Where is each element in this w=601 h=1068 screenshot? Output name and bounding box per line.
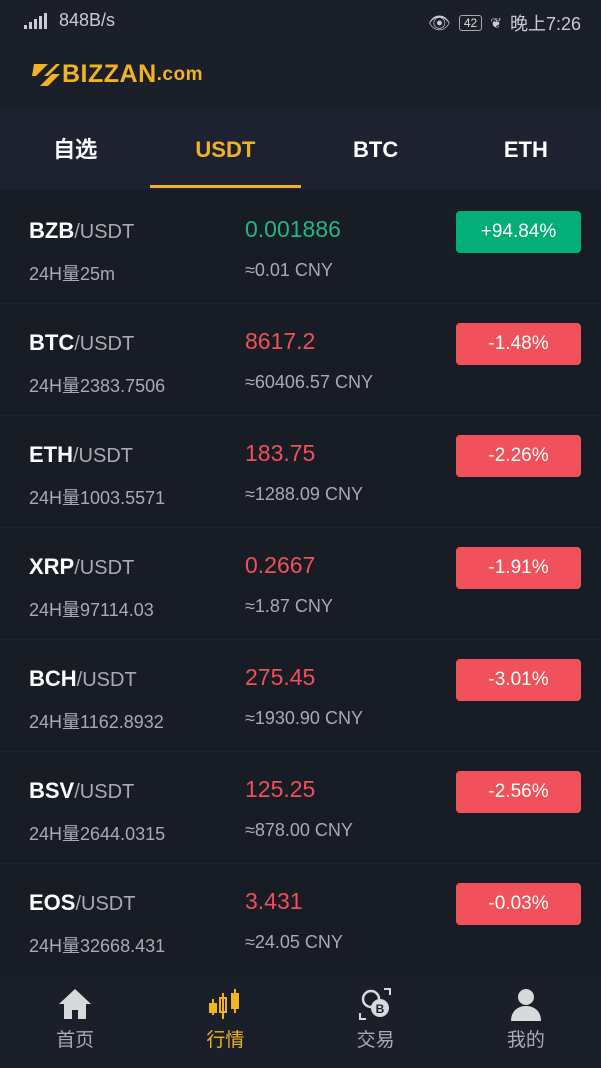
market-list: BZB/USDT 24H量25m 0.001886 ≈0.01 CNY +94.… bbox=[0, 192, 601, 976]
market-row[interactable]: ETH/USDT 24H量1003.5571 183.75 ≈1288.09 C… bbox=[0, 416, 601, 528]
user-icon bbox=[451, 987, 601, 1021]
nav-label: 首页 bbox=[56, 1030, 95, 1051]
pair-name: BTC/USDT bbox=[29, 330, 134, 356]
pair-name: BCH/USDT bbox=[29, 666, 137, 692]
tab-usdt[interactable]: USDT bbox=[150, 110, 301, 190]
tab-btc[interactable]: BTC bbox=[353, 137, 399, 162]
market-row[interactable]: BTC/USDT 24H量2383.7506 8617.2 ≈60406.57 … bbox=[0, 304, 601, 416]
change-badge: -3.01% bbox=[456, 659, 581, 701]
app-header: BIZZAN .com bbox=[0, 44, 601, 110]
market-row[interactable]: XRP/USDT 24H量97114.03 0.2667 ≈1.87 CNY -… bbox=[0, 528, 601, 640]
nav-label: 我的 bbox=[506, 1030, 545, 1051]
status-bar: 848B/s 👁 42 ❦ 晚上7:26 bbox=[0, 0, 601, 44]
volume-24h: 24H量32668.431 bbox=[29, 936, 166, 956]
volume-24h: 24H量97114.03 bbox=[29, 600, 154, 620]
market-tabs: 自选 USDT BTC ETH bbox=[0, 110, 601, 190]
exchange-icon: B bbox=[301, 987, 451, 1021]
quote-symbol: /USDT bbox=[74, 221, 135, 243]
nav-item-1[interactable]: 行情 bbox=[150, 975, 300, 1068]
market-row[interactable]: BCH/USDT 24H量1162.8932 275.45 ≈1930.90 C… bbox=[0, 640, 601, 752]
cny-price: ≈878.00 CNY bbox=[245, 820, 353, 840]
nav-label: 行情 bbox=[206, 1030, 245, 1051]
base-symbol: BCH bbox=[29, 666, 77, 691]
logo: BIZZAN .com bbox=[32, 60, 203, 89]
pair-name: EOS/USDT bbox=[29, 890, 135, 916]
quote-symbol: /USDT bbox=[74, 333, 135, 355]
quote-symbol: /USDT bbox=[74, 557, 135, 579]
volume-24h: 24H量2383.7506 bbox=[29, 376, 166, 396]
nav-item-3[interactable]: 我的 bbox=[451, 975, 601, 1068]
cny-price: ≈0.01 CNY bbox=[245, 260, 333, 280]
bottom-nav: 首页 行情 B 交易 我的 bbox=[0, 975, 601, 1068]
change-badge: -2.26% bbox=[456, 435, 581, 477]
nav-item-2[interactable]: B 交易 bbox=[301, 975, 451, 1068]
change-badge: +94.84% bbox=[456, 211, 581, 253]
base-symbol: BZB bbox=[29, 218, 75, 243]
change-badge: -2.56% bbox=[456, 771, 581, 813]
market-row[interactable]: EOS/USDT 24H量32668.431 3.431 ≈24.05 CNY … bbox=[0, 864, 601, 976]
change-badge: -1.48% bbox=[456, 323, 581, 365]
volume-24h: 24H量25m bbox=[29, 264, 116, 284]
market-row[interactable]: BSV/USDT 24H量2644.0315 125.25 ≈878.00 CN… bbox=[0, 752, 601, 864]
quote-symbol: /USDT bbox=[76, 669, 137, 691]
nav-item-0[interactable]: 首页 bbox=[0, 975, 150, 1068]
candlestick-icon bbox=[150, 987, 300, 1021]
quote-symbol: /USDT bbox=[75, 893, 136, 915]
pair-name: ETH/USDT bbox=[29, 442, 133, 468]
base-symbol: BSV bbox=[29, 778, 75, 803]
cny-price: ≈1930.90 CNY bbox=[245, 708, 363, 728]
change-badge: -1.91% bbox=[456, 547, 581, 589]
cny-price: ≈60406.57 CNY bbox=[245, 372, 373, 392]
base-symbol: EOS bbox=[29, 890, 76, 915]
logo-mark-icon bbox=[32, 63, 60, 86]
pair-name: BSV/USDT bbox=[29, 778, 134, 804]
nav-label: 交易 bbox=[356, 1030, 395, 1051]
base-symbol: ETH bbox=[29, 442, 73, 467]
quote-symbol: /USDT bbox=[74, 781, 135, 803]
cny-price: ≈24.05 CNY bbox=[245, 932, 343, 952]
base-symbol: BTC bbox=[29, 330, 75, 355]
tab-eth[interactable]: ETH bbox=[503, 137, 548, 162]
eye-icon: 👁 bbox=[428, 12, 451, 33]
cny-price: ≈1.87 CNY bbox=[245, 596, 333, 616]
quote-symbol: /USDT bbox=[73, 445, 133, 467]
last-price: 125.25 bbox=[245, 776, 316, 802]
last-price: 0.001886 bbox=[245, 216, 341, 242]
volume-24h: 24H量2644.0315 bbox=[29, 824, 166, 844]
tab-自选[interactable]: 自选 bbox=[53, 137, 98, 162]
base-symbol: XRP bbox=[29, 554, 75, 579]
leaf-icon: ❦ bbox=[490, 14, 502, 31]
battery-icon: 42 bbox=[458, 15, 483, 31]
last-price: 8617.2 bbox=[245, 328, 316, 354]
last-price: 0.2667 bbox=[245, 552, 316, 578]
last-price: 3.431 bbox=[245, 888, 303, 914]
volume-24h: 24H量1003.5571 bbox=[29, 488, 166, 508]
pair-name: XRP/USDT bbox=[29, 554, 134, 580]
network-speed: 848B/s bbox=[59, 10, 116, 30]
signal-icon bbox=[24, 12, 47, 29]
clock: 晚上7:26 bbox=[509, 14, 581, 34]
market-row[interactable]: BZB/USDT 24H量25m 0.001886 ≈0.01 CNY +94.… bbox=[0, 192, 601, 304]
change-badge: -0.03% bbox=[456, 883, 581, 925]
svg-text:B: B bbox=[375, 1002, 384, 1016]
last-price: 275.45 bbox=[245, 664, 316, 690]
last-price: 183.75 bbox=[245, 440, 316, 466]
volume-24h: 24H量1162.8932 bbox=[29, 712, 164, 732]
pair-name: BZB/USDT bbox=[29, 218, 134, 244]
home-icon bbox=[0, 987, 150, 1021]
cny-price: ≈1288.09 CNY bbox=[245, 484, 363, 504]
